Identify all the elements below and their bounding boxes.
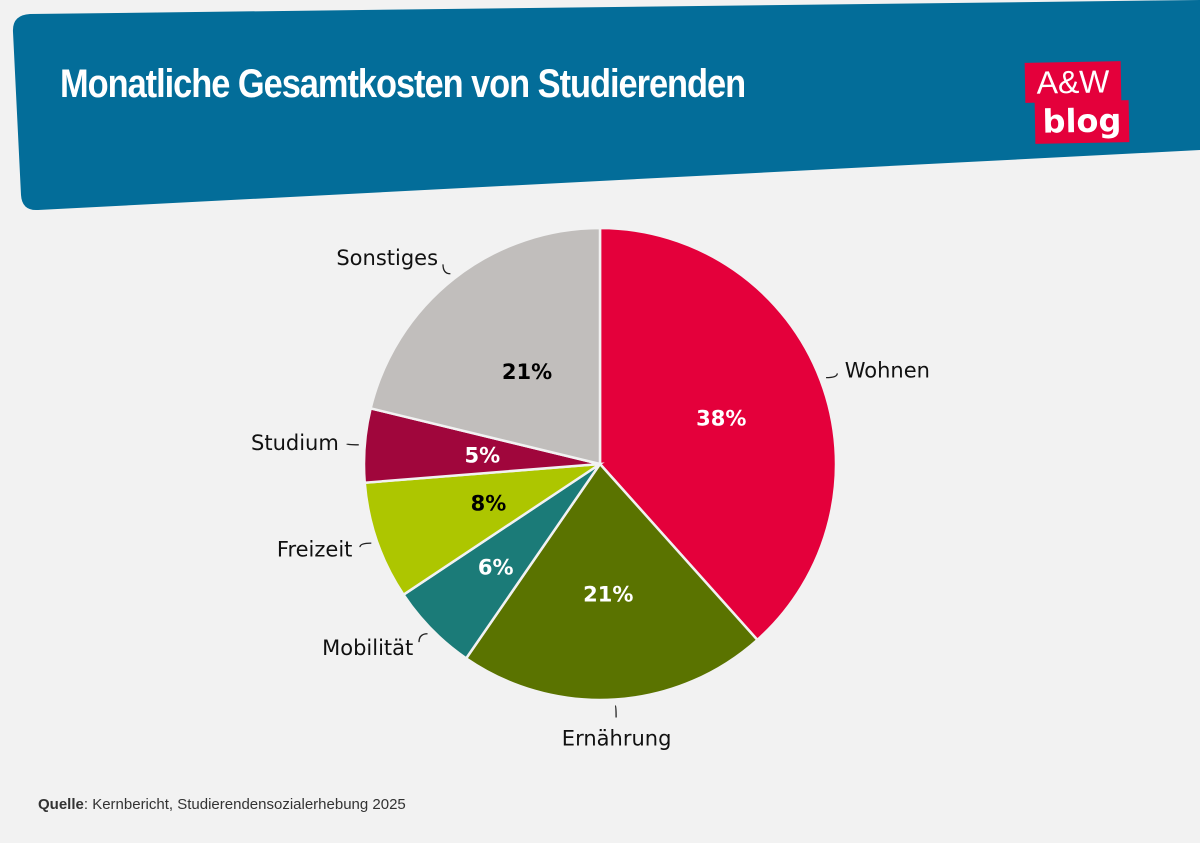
leader-line xyxy=(614,704,617,718)
leader-line xyxy=(346,443,359,446)
slice-category-label: Mobilität xyxy=(322,636,413,660)
source-text: : Kernbericht, Studierendensozialerhebun… xyxy=(83,796,406,813)
header-background xyxy=(12,0,1200,211)
slice-percent-label: 21% xyxy=(502,360,552,384)
pie-slice-0 xyxy=(598,226,838,642)
slice-category-label: Sonstiges xyxy=(336,246,438,270)
source-note: Quelle: Kernbericht, Studierendensoziale… xyxy=(38,796,406,813)
slice-percent-label: 6% xyxy=(478,556,514,580)
page-title: Monatliche Gesamtkosten von Studierenden xyxy=(60,62,746,106)
slice-category-label: Wohnen xyxy=(845,358,930,382)
header-banner xyxy=(12,0,1200,211)
slice-percent-label: 38% xyxy=(696,407,746,431)
slice-percent-label: 21% xyxy=(583,583,633,607)
leader-line xyxy=(359,542,372,548)
slice-category-label: Studium xyxy=(251,431,339,455)
pie-slice-5 xyxy=(369,226,602,466)
leader-line xyxy=(442,264,451,275)
pie-slice-3 xyxy=(363,462,605,597)
pie-slice-1 xyxy=(464,461,760,702)
slice-percent-label: 5% xyxy=(465,444,501,468)
leader-line xyxy=(826,373,838,379)
leader-line xyxy=(418,633,428,643)
source-label: Quelle xyxy=(38,796,84,813)
slice-category-label: Ernährung xyxy=(562,726,672,750)
slice-percent-label: 8% xyxy=(471,492,507,516)
slice-category-label: Freizeit xyxy=(277,538,353,562)
